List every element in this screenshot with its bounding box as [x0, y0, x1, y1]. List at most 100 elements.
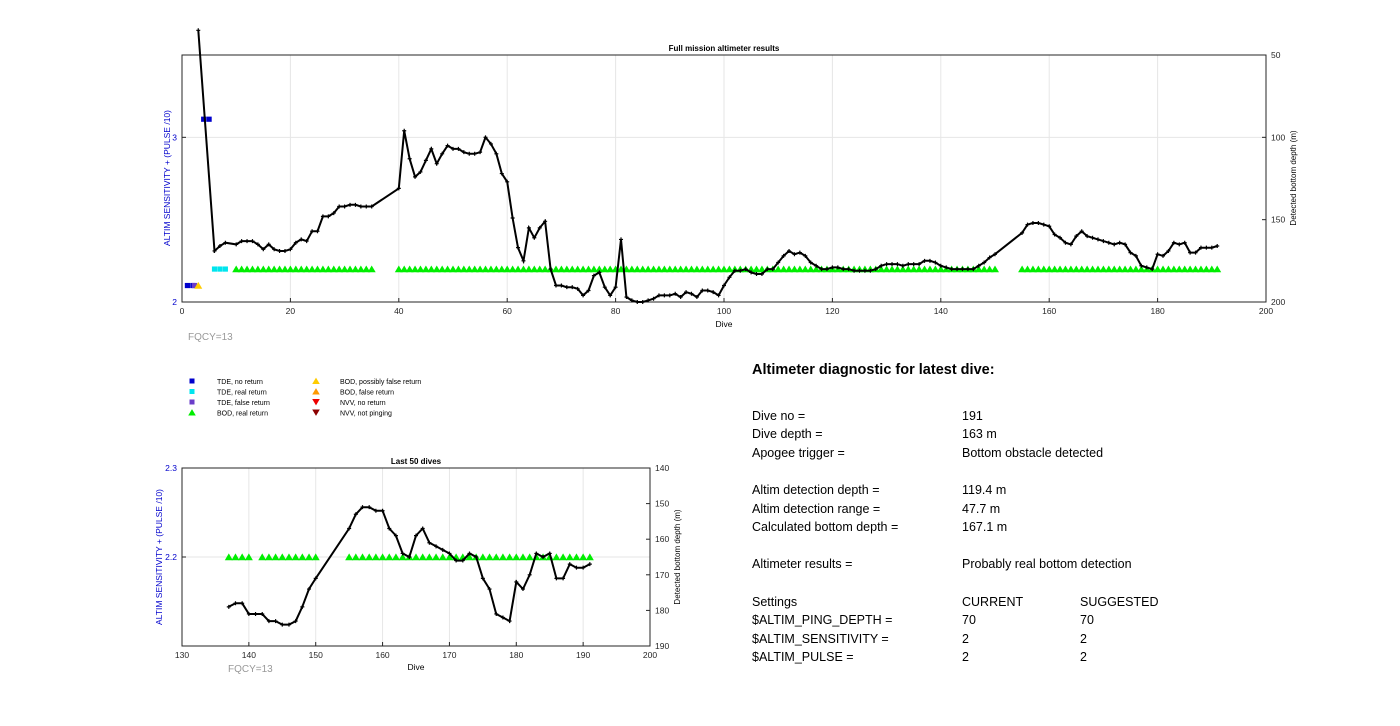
marker-triangle	[405, 265, 414, 273]
depth-point	[1117, 240, 1122, 245]
marker-triangle	[1077, 265, 1086, 273]
altimeter-diagnostic-panel: Altimeter diagnostic for latest dive: Di…	[752, 362, 1352, 667]
marker-triangle	[371, 553, 380, 561]
marker-triangle	[243, 265, 252, 273]
y-right-tick-label: 50	[1271, 50, 1281, 60]
marker-triangle	[1202, 265, 1211, 273]
depth-point	[1085, 234, 1090, 239]
marker-triangle	[1028, 265, 1037, 273]
y-right-tick-label: 160	[655, 534, 669, 544]
marker-triangle	[286, 265, 295, 273]
marker-triangle	[1104, 265, 1113, 273]
setting-pulse-label: $ALTIM_PULSE =	[752, 650, 854, 665]
depth-point	[1215, 244, 1220, 249]
depth-point	[587, 562, 592, 567]
full-chart-xlabel: Dive	[715, 319, 732, 329]
depth-point	[521, 258, 526, 263]
marker-triangle	[518, 553, 527, 561]
depth-point	[300, 604, 305, 609]
marker-triangle	[270, 265, 279, 273]
marker-triangle	[703, 265, 712, 273]
depth-point	[499, 171, 504, 176]
depth-point	[1128, 250, 1133, 255]
depth-point	[1058, 235, 1063, 240]
depth-point	[337, 204, 342, 209]
x-tick-label: 0	[180, 306, 185, 316]
marker-triangle	[492, 265, 501, 273]
depth-point	[447, 551, 452, 556]
depth-point	[373, 508, 378, 513]
setting-pulse-current: 2	[962, 650, 969, 665]
marker-triangle	[1034, 265, 1043, 273]
depth-point	[451, 146, 455, 151]
dive-depth-value: 163 m	[962, 427, 997, 442]
marker-triangle	[790, 265, 799, 273]
setting-ping-depth-label: $ALTIM_PING_DEPTH =	[752, 613, 893, 628]
depth-point	[944, 265, 949, 270]
depth-point	[196, 28, 201, 33]
depth-point	[846, 267, 851, 272]
depth-point	[890, 262, 895, 267]
marker-triangle	[345, 553, 354, 561]
marker-triangle	[600, 265, 609, 273]
depth-point	[564, 285, 569, 290]
depth-point	[516, 245, 521, 250]
marker-triangle	[492, 553, 501, 561]
depth-point	[266, 242, 271, 247]
full-chart-ylabel-right: Detected bottom depth (m)	[1289, 130, 1298, 225]
marker-triangle	[1137, 265, 1146, 273]
x-tick-label: 150	[309, 650, 323, 660]
marker-triangle	[1191, 265, 1200, 273]
dive-no-label: Dive no =	[752, 408, 806, 423]
marker-triangle	[974, 265, 983, 273]
marker-triangle	[259, 265, 268, 273]
depth-point	[520, 587, 525, 592]
marker-triangle	[774, 265, 783, 273]
x-tick-label: 140	[934, 306, 948, 316]
diagnostic-row: Altim detection depth = 119.4 m	[752, 481, 1352, 500]
x-tick-label: 170	[442, 650, 456, 660]
depth-point	[646, 298, 651, 303]
depth-point	[1079, 229, 1084, 234]
depth-point	[527, 572, 532, 577]
setting-sensitivity-current: 2	[962, 631, 969, 646]
altim-detection-depth-label: Altim detection depth =	[752, 482, 880, 497]
diagnostic-title: Altimeter diagnostic for latest dive:	[752, 362, 995, 378]
depth-point	[347, 526, 352, 531]
marker-triangle	[589, 265, 598, 273]
depth-point	[299, 237, 304, 242]
depth-point	[1101, 239, 1106, 244]
depth-point	[1198, 245, 1203, 250]
marker-square	[206, 116, 212, 122]
last50-chart-ylabel-left: ALTIM SENSITIVITY + (PULSE /10)	[154, 489, 164, 625]
depth-point	[537, 225, 542, 230]
marker-triangle	[714, 265, 723, 273]
marker-triangle	[692, 265, 701, 273]
depth-point	[754, 272, 759, 277]
dive-no-value: 191	[962, 408, 983, 423]
depth-point	[629, 298, 634, 303]
depth-point	[879, 263, 884, 268]
depth-point	[532, 235, 537, 240]
marker-triangle	[893, 265, 902, 273]
x-tick-label: 180	[509, 650, 523, 660]
last50-chart-title: Last 50 dives	[391, 457, 442, 466]
depth-point	[261, 247, 266, 252]
marker-triangle	[801, 265, 810, 273]
depth-point	[971, 267, 976, 272]
legend-label: BOD, real return	[217, 410, 268, 417]
marker-triangle	[398, 553, 407, 561]
marker-triangle	[931, 265, 940, 273]
marker-triangle	[1018, 265, 1027, 273]
full-chart-ylabel-left: ALTIM SENSITIVITY + (PULSE /10)	[162, 110, 172, 246]
marker-triangle	[709, 265, 718, 273]
depth-point	[488, 141, 493, 146]
altimeter-results-value: Probably real bottom detection	[962, 557, 1132, 572]
setting-ping-depth-current: 70	[962, 613, 976, 628]
depth-point	[738, 268, 743, 273]
marker-triangle	[280, 265, 289, 273]
marker-triangle	[194, 281, 203, 289]
y-right-tick-label: 150	[655, 499, 669, 509]
depth-point	[255, 242, 260, 247]
